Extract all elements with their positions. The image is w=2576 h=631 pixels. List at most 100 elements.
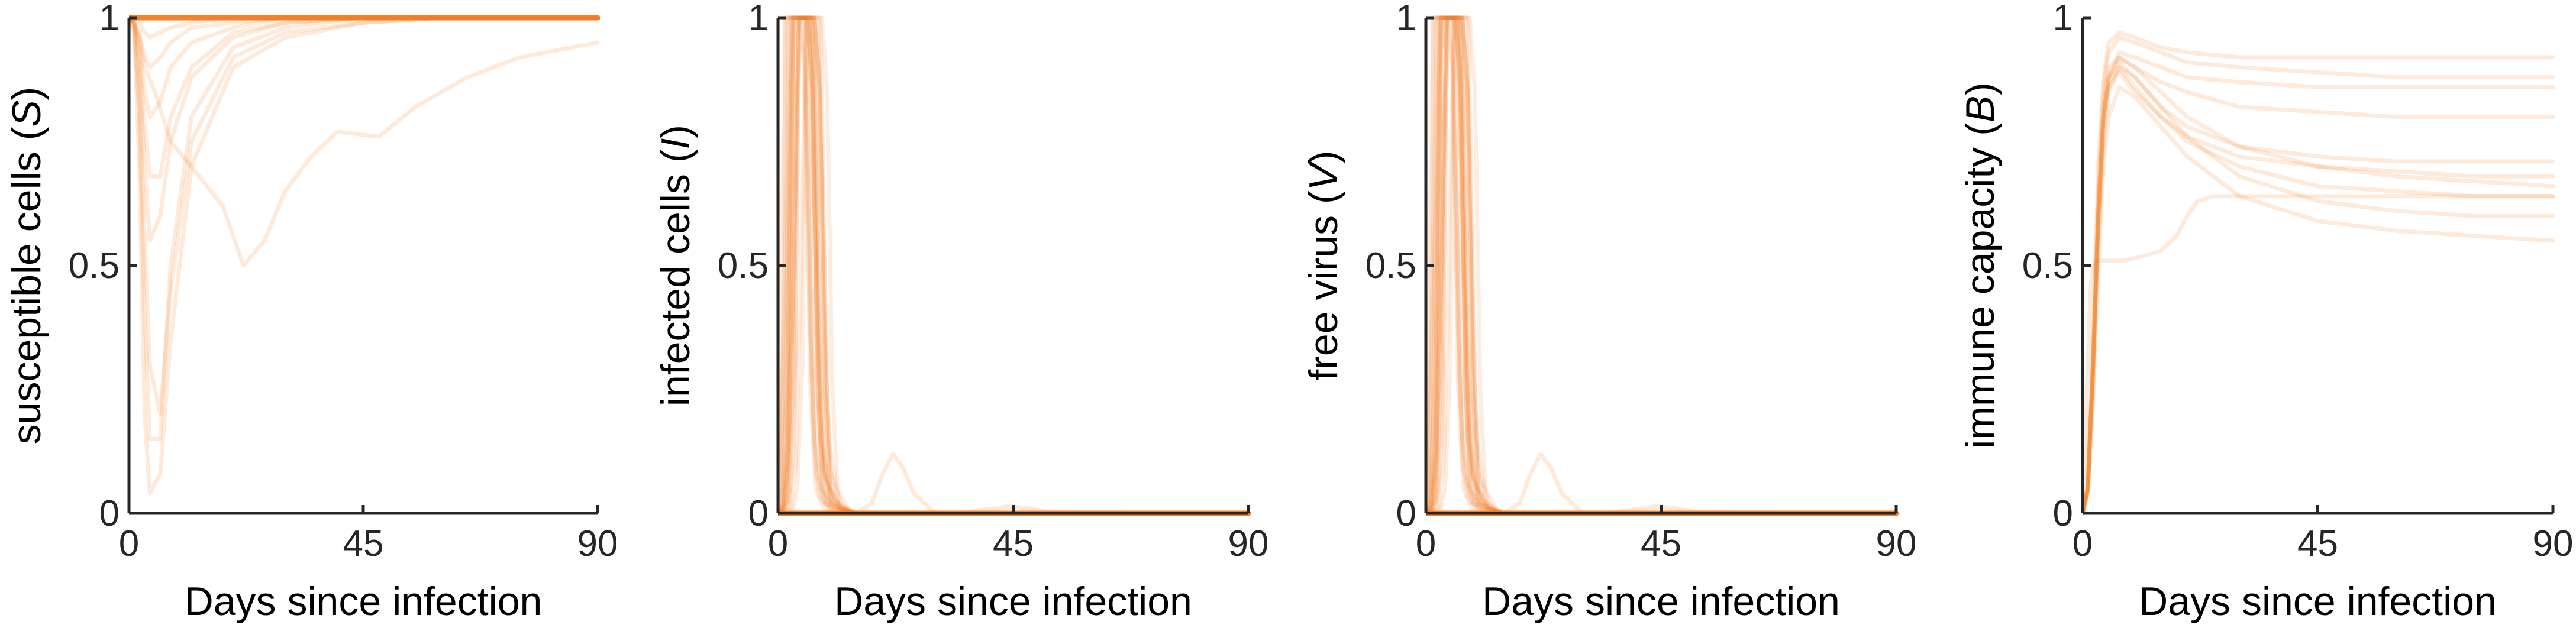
virus-trace-density-0: [1426, 15, 1899, 516]
virus-trace-4: [1426, 15, 1899, 516]
infected-trace-1: [778, 15, 1251, 516]
xlabel-susceptible: Days since infection: [185, 579, 543, 624]
susceptible-ytick-label-2: 1: [99, 0, 120, 38]
ylabel-virus-close: ): [1301, 150, 1346, 164]
infected-trace-density-10: [778, 15, 1251, 516]
immune-ytick-label-1: 0.5: [2022, 245, 2073, 286]
virus-xtick-label-2: 90: [1876, 523, 1917, 564]
immune-trace-8: [2083, 194, 2555, 516]
ylabel-infected-close: ): [653, 125, 698, 138]
virus-trace-0: [1426, 15, 1899, 516]
ylabel-infected-symbol: I: [653, 138, 698, 149]
virus-trace-1: [1426, 15, 1899, 516]
susceptible-ytick-label-0: 0: [99, 493, 120, 534]
axes-virus: 0 0.5 1 0 45 90: [1366, 0, 1917, 564]
immune-trace-2: [2083, 30, 2555, 516]
xlabel-immune: Days since infection: [2139, 579, 2497, 624]
ylabel-infected-main: infected cells (: [653, 149, 698, 406]
virus-trace-density-10: [1426, 15, 1899, 516]
infected-ytick-label-1: 0.5: [718, 245, 769, 286]
virus-trace-density-7: [1426, 15, 1899, 516]
virus-trace-density-3: [1426, 15, 1899, 516]
infected-xtick-label-1: 45: [993, 523, 1034, 564]
infected-trace-density-9: [778, 15, 1251, 516]
trace-group-virus: [1426, 15, 1899, 516]
infected-ytick-label-2: 1: [748, 0, 769, 38]
infected-trace-density-5: [778, 15, 1251, 516]
infected-trace-3: [778, 15, 1251, 516]
virus-trace-density-12: [1426, 15, 1899, 516]
virus-xtick-label-0: 0: [1416, 523, 1436, 564]
virus-trace-2: [1426, 15, 1899, 516]
ylabel-virus-symbol: V: [1301, 160, 1346, 190]
ylabel-immune-symbol: B: [1958, 96, 2003, 122]
virus-trace-density-5: [1426, 15, 1899, 516]
infected-trace-0: [778, 15, 1251, 516]
ylabel-immune: immune capacity (B): [1958, 82, 2003, 449]
ylabel-immune-main: immune capacity (: [1958, 122, 2003, 449]
infected-xtick-label-0: 0: [768, 523, 788, 564]
immune-xtick-label-0: 0: [2073, 523, 2093, 564]
axes-immune: 0 0.5 1 0 45 90: [2022, 0, 2574, 564]
ylabel-infected: infected cells (I): [653, 125, 698, 406]
immune-trace-1: [2083, 65, 2555, 516]
infected-trace-density-1: [778, 15, 1251, 516]
immune-trace-5: [2083, 60, 2555, 516]
susceptible-trace-0: [129, 15, 600, 416]
infected-trace-density-2: [778, 15, 1251, 516]
ylabel-virus: free virus (V): [1301, 150, 1346, 380]
axes-infected: 0 0.5 1 0 45 90: [718, 0, 1269, 564]
virus-trace-density-13: [1426, 15, 1899, 516]
ylabel-susceptible-close: ): [4, 87, 49, 101]
immune-trace-3: [2083, 55, 2555, 516]
immune-ytick-label-0: 0: [2053, 493, 2073, 534]
virus-trace-density-11: [1426, 15, 1899, 516]
virus-trace-5: [1426, 451, 1899, 516]
infected-trace-density-3: [778, 15, 1251, 516]
infected-ytick-label-0: 0: [748, 493, 769, 534]
xlabel-infected: Days since infection: [834, 579, 1192, 624]
axes-susceptible: 0 0.5 1 0 45 90: [69, 0, 618, 564]
susceptible-xtick-label-1: 45: [343, 523, 384, 564]
trace-group-infected: [778, 15, 1251, 516]
susceptible-xtick-label-2: 90: [577, 523, 618, 564]
virus-trace-density-6: [1426, 15, 1899, 516]
immune-trace-7: [2083, 70, 2555, 516]
infected-trace-density-7: [778, 15, 1251, 516]
ylabel-immune-close: ): [1958, 82, 2003, 96]
immune-xtick-label-2: 90: [2533, 523, 2574, 564]
virus-ytick-label-2: 1: [1396, 0, 1416, 38]
immune-trace-4: [2083, 85, 2555, 516]
infected-trace-density-13: [778, 15, 1251, 516]
infected-trace-density-11: [778, 15, 1251, 516]
xlabel-virus: Days since infection: [1482, 579, 1840, 624]
immune-trace-6: [2083, 50, 2555, 516]
trace-group-susceptible: [129, 15, 600, 496]
ylabel-susceptible-main: susceptible cells (: [4, 127, 49, 444]
susceptible-trace-1: [129, 15, 600, 496]
virus-trace-density-4: [1426, 15, 1899, 516]
susceptible-ytick-label-1: 0.5: [69, 245, 120, 286]
immune-trace-10: [2083, 65, 2555, 516]
virus-trace-density-1: [1426, 15, 1899, 516]
susceptible-trace-7: [129, 15, 600, 441]
infected-trace-density-12: [778, 15, 1251, 516]
susceptible-trace-4: [129, 15, 600, 268]
infected-trace-4: [778, 15, 1251, 516]
panel-free-virus: 0 0.5 1 0 45 90 free virus (V) Days since inf…: [1301, 0, 1916, 624]
panel-susceptible-cells: 0 0.5 1 0 45 90 susceptible cells (S) Days si…: [4, 0, 618, 624]
virus-ytick-label-1: 0.5: [1366, 245, 1416, 286]
ylabel-susceptible: susceptible cells (S): [4, 87, 49, 445]
immune-trace-0: [2083, 55, 2555, 516]
infected-trace-5: [778, 451, 1251, 516]
infected-xtick-label-2: 90: [1228, 523, 1269, 564]
virus-trace-3: [1426, 15, 1899, 516]
infected-trace-density-6: [778, 15, 1251, 516]
virus-trace-density-9: [1426, 15, 1899, 516]
virus-ytick-label-0: 0: [1396, 493, 1416, 534]
virus-trace-density-2: [1426, 15, 1899, 516]
panel-infected-cells: 0 0.5 1 0 45 90 infected cells (I) Days since…: [653, 0, 1268, 624]
ylabel-susceptible-symbol: S: [4, 100, 49, 127]
panel-immune-capacity: 0 0.5 1 0 45 90 immune capacity (B) Days sinc…: [1958, 0, 2573, 624]
